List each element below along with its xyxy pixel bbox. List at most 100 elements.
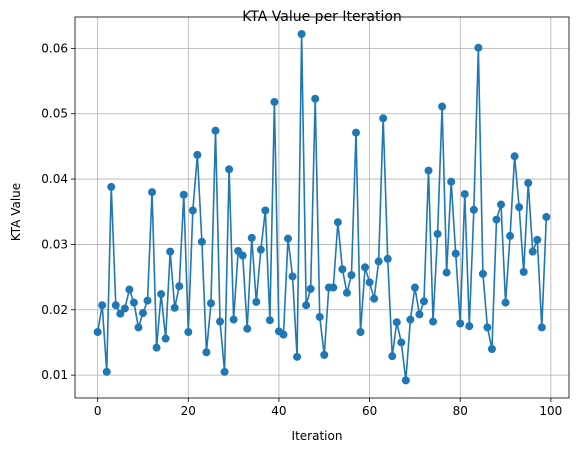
- data-point: [542, 212, 551, 221]
- x-tick-label: 0: [94, 404, 102, 418]
- data-point: [279, 330, 288, 339]
- data-point: [107, 182, 116, 191]
- data-point: [197, 237, 206, 246]
- data-point: [238, 251, 247, 260]
- data-point: [247, 233, 256, 242]
- data-point: [433, 229, 442, 238]
- data-point: [456, 319, 465, 328]
- x-tick-label: 40: [271, 404, 286, 418]
- series-markers: [93, 29, 551, 385]
- data-point: [120, 304, 129, 313]
- data-point: [211, 126, 220, 135]
- plot-frame: [74, 16, 570, 399]
- x-tick-label: 20: [181, 404, 196, 418]
- data-point: [148, 188, 157, 197]
- data-point: [483, 323, 492, 332]
- data-point: [161, 334, 170, 343]
- data-point: [216, 317, 225, 326]
- data-point: [487, 344, 496, 353]
- data-point: [111, 301, 120, 310]
- data-point: [170, 303, 179, 312]
- data-point: [206, 299, 215, 308]
- data-point: [506, 231, 515, 240]
- data-point: [175, 282, 184, 291]
- data-point: [401, 376, 410, 385]
- data-point: [320, 350, 329, 359]
- data-point: [492, 215, 501, 224]
- axis-ticks: 0 20 40 60 80 100 0.01 0.02 0.03 0.04 0.05 0.06: [41, 41, 562, 418]
- y-tick-label: 0.06: [41, 41, 68, 55]
- data-point: [338, 265, 347, 274]
- data-point: [528, 247, 537, 256]
- data-point: [351, 128, 360, 137]
- data-point: [419, 297, 428, 306]
- data-point: [193, 150, 202, 159]
- x-tick-label: 100: [539, 404, 562, 418]
- chart-title: KTA Value per Iteration: [242, 9, 402, 25]
- x-tick-label: 60: [362, 404, 377, 418]
- grid-lines: [75, 17, 569, 398]
- data-point: [311, 94, 320, 103]
- data-point: [333, 218, 342, 227]
- data-point: [361, 263, 370, 272]
- y-tick-label: 0.02: [41, 303, 68, 317]
- data-point: [537, 323, 546, 332]
- data-point: [469, 205, 478, 214]
- data-point: [415, 310, 424, 319]
- y-tick-label: 0.04: [41, 172, 68, 186]
- data-point: [410, 283, 419, 292]
- data-point: [220, 367, 229, 376]
- y-tick-label: 0.05: [41, 107, 68, 121]
- data-point: [438, 102, 447, 111]
- data-point: [501, 298, 510, 307]
- data-point: [447, 177, 456, 186]
- data-point: [102, 367, 111, 376]
- data-point: [374, 257, 383, 266]
- x-axis-label: Iteration: [292, 429, 343, 443]
- data-point: [143, 296, 152, 305]
- data-point: [229, 315, 238, 324]
- data-point: [424, 166, 433, 175]
- data-point: [533, 235, 542, 244]
- data-point: [379, 114, 388, 123]
- data-point: [383, 254, 392, 263]
- data-point: [270, 97, 279, 106]
- data-point: [497, 200, 506, 209]
- data-point: [293, 352, 302, 361]
- data-point: [134, 323, 143, 332]
- data-point: [510, 152, 519, 161]
- data-point: [392, 318, 401, 327]
- y-axis-label: KTA Value: [9, 183, 23, 241]
- data-point: [184, 327, 193, 336]
- data-point: [460, 190, 469, 199]
- data-point: [265, 316, 274, 325]
- data-point: [365, 278, 374, 287]
- data-point: [252, 297, 261, 306]
- data-point: [524, 178, 533, 187]
- data-point: [138, 309, 147, 318]
- data-point: [225, 165, 234, 174]
- data-point: [157, 290, 166, 299]
- y-tick-label: 0.03: [41, 237, 68, 251]
- data-point: [202, 348, 211, 357]
- data-point: [297, 29, 306, 38]
- data-point: [302, 301, 311, 310]
- data-point: [388, 352, 397, 361]
- series-line: [96, 33, 548, 381]
- series-kta-value: [93, 29, 551, 385]
- data-point: [125, 285, 134, 294]
- data-point: [306, 284, 315, 293]
- data-point: [188, 206, 197, 215]
- data-point: [129, 298, 138, 307]
- data-point: [315, 312, 324, 321]
- data-point: [474, 43, 483, 52]
- data-point: [370, 294, 379, 303]
- data-point: [116, 309, 125, 318]
- data-point: [397, 338, 406, 347]
- data-point: [347, 271, 356, 280]
- data-point: [166, 247, 175, 256]
- data-point: [442, 268, 451, 277]
- x-tick-label: 80: [453, 404, 468, 418]
- y-tick-label: 0.01: [41, 368, 68, 382]
